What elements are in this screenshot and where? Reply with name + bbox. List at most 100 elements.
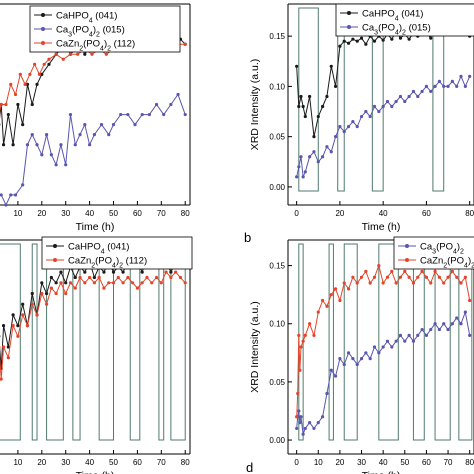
x-tick-label-a-8: 80 xyxy=(181,209,190,218)
data-point-c-1-30 xyxy=(126,275,130,280)
data-point-d-1-39 xyxy=(446,275,450,279)
data-point-c-1-32 xyxy=(135,286,140,290)
data-point-d-1-14 xyxy=(338,298,342,303)
data-point-b-0-14 xyxy=(346,41,351,45)
data-point-c-1-31 xyxy=(131,281,135,285)
data-point-b-1-31 xyxy=(420,89,424,94)
data-point-d-0-24 xyxy=(381,345,385,349)
legend-box-c xyxy=(41,236,193,270)
data-point-c-1-3 xyxy=(0,377,3,381)
data-point-a-1-28 xyxy=(133,123,137,127)
data-point-c-0-4 xyxy=(1,324,6,328)
data-point-c-1-23 xyxy=(92,281,96,285)
data-point-b-0-22 xyxy=(381,38,385,42)
data-point-b-1-23 xyxy=(385,99,390,104)
data-point-d-0-17 xyxy=(351,357,355,361)
data-point-b-0-9 xyxy=(325,94,329,99)
data-point-d-0-21 xyxy=(368,357,372,361)
data-point-c-0-25 xyxy=(102,270,106,274)
x-tick-label-d-6: 60 xyxy=(422,458,431,467)
data-point-d-0-19 xyxy=(359,357,364,361)
data-point-b-1-39 xyxy=(455,84,459,89)
data-point-b-1-38 xyxy=(450,79,454,83)
data-point-d-0-42 xyxy=(459,322,463,326)
data-point-d-0-44 xyxy=(468,333,472,337)
data-point-b-1-4 xyxy=(303,170,307,174)
legend-label-a-1: Ca3(PO4)2 (015) xyxy=(56,25,125,39)
x-tick-label-a-4: 40 xyxy=(85,209,94,218)
data-point-d-1-44 xyxy=(468,298,472,303)
data-point-a-1-13 xyxy=(49,153,53,157)
x-tick-label-d-0: 0 xyxy=(294,458,299,467)
data-point-a-1-27 xyxy=(126,112,130,117)
data-point-d-0-10 xyxy=(321,415,325,419)
data-point-a-1-18 xyxy=(73,143,77,147)
data-point-c-1-14 xyxy=(49,286,53,290)
data-point-c-1-25 xyxy=(102,286,106,290)
data-point-b-1-14 xyxy=(346,125,351,129)
data-point-b-1-17 xyxy=(359,114,364,119)
data-point-d-0-3 xyxy=(298,420,302,425)
x-tick-label-c-1: 10 xyxy=(13,458,22,467)
data-point-a-0-10 xyxy=(30,102,34,107)
data-point-d-0-33 xyxy=(420,327,424,332)
data-point-d-0-29 xyxy=(403,339,407,343)
x-axis-title-d: Time (h) xyxy=(362,470,401,474)
legend-box-d xyxy=(393,236,474,270)
data-point-a-2-32 xyxy=(183,42,187,46)
x-tick-label-a-2: 20 xyxy=(37,209,46,218)
legend-label-c-1: CaZn2(PO4)2 (112) xyxy=(68,256,147,270)
data-point-c-0-8 xyxy=(21,302,25,306)
data-point-c-1-20 xyxy=(78,275,82,280)
data-point-b-1-32 xyxy=(424,84,429,89)
data-point-a-1-32 xyxy=(162,112,166,117)
data-point-d-0-12 xyxy=(329,368,333,372)
data-point-c-0-17 xyxy=(64,281,68,285)
data-point-d-1-1 xyxy=(296,391,300,396)
legend-label-d-0: Ca3(PO4)2 xyxy=(420,242,464,256)
data-point-d-0-35 xyxy=(429,327,433,332)
data-point-a-1-8 xyxy=(25,143,30,147)
x-tick-label-b-1: 20 xyxy=(335,209,344,218)
data-point-d-0-15 xyxy=(342,362,346,367)
data-point-a-2-15 xyxy=(61,57,65,61)
data-point-d-0-37 xyxy=(437,327,441,332)
data-point-c-1-10 xyxy=(30,302,34,306)
data-point-b-1-11 xyxy=(333,135,338,139)
data-point-d-1-36 xyxy=(433,269,437,274)
data-point-c-0-10 xyxy=(30,291,34,296)
data-point-c-0-21 xyxy=(83,270,87,274)
x-tick-label-b-3: 60 xyxy=(422,209,431,218)
data-point-b-1-20 xyxy=(372,104,377,109)
data-point-b-1-36 xyxy=(442,84,446,89)
data-point-a-1-34 xyxy=(176,92,180,97)
data-point-d-0-31 xyxy=(411,339,416,343)
data-point-c-0-14 xyxy=(49,275,53,280)
data-point-d-1-9 xyxy=(316,310,320,314)
data-point-d-1-30 xyxy=(407,275,411,279)
data-point-a-0-12 xyxy=(40,72,44,76)
data-point-c-1-34 xyxy=(145,275,149,280)
panel-letter-d: d xyxy=(246,460,253,474)
x-tick-label-d-4: 40 xyxy=(379,458,388,467)
data-point-b-1-41 xyxy=(463,84,467,89)
data-point-c-0-39 xyxy=(169,270,173,274)
data-point-a-2-12 xyxy=(42,62,46,66)
data-point-a-1-30 xyxy=(147,112,151,117)
highlight-box-c-2 xyxy=(31,243,38,441)
legend-marker-d-1 xyxy=(405,258,409,262)
data-point-d-0-8 xyxy=(312,426,316,431)
data-point-a-0-4 xyxy=(1,143,6,147)
data-point-b-0-5 xyxy=(308,94,312,99)
data-point-b-0-24 xyxy=(390,37,394,41)
data-point-a-2-13 xyxy=(47,57,51,61)
data-point-b-0-16 xyxy=(355,39,359,43)
panel-a: 01020304050607080Time (h)CaHPO4 (041)Ca3… xyxy=(0,3,191,233)
data-point-a-1-29 xyxy=(140,112,144,117)
data-point-c-1-12 xyxy=(40,291,44,296)
data-point-b-1-0 xyxy=(295,175,299,179)
data-point-c-1-18 xyxy=(68,281,73,285)
data-point-d-0-6 xyxy=(303,426,307,431)
data-point-d-0-0 xyxy=(295,426,299,431)
